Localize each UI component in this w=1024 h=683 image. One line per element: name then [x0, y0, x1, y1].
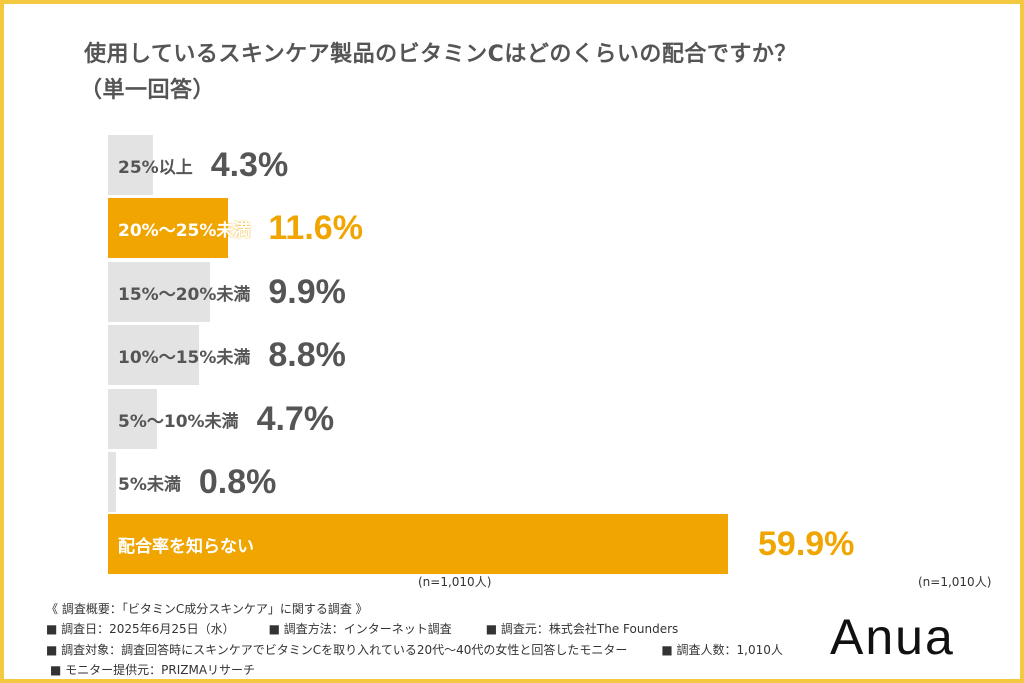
footer-line-2: ■ 調査日：2025年6月25日（水） ■ 調査方法：インターネット調査 ■ 調査元…: [46, 620, 712, 637]
bar: [108, 135, 153, 195]
bar: [108, 262, 211, 322]
category-label: 25%以上: [118, 157, 193, 178]
survey-method: ■ 調査方法：インターネット調査: [268, 622, 452, 636]
value-label: 11.6%: [268, 208, 363, 247]
bar-row: 5%～10%未満 4.7%: [108, 389, 334, 449]
footer-summary: 《 調査概要：「ビタミンC成分スキンケア」に関する調査 》: [46, 602, 368, 616]
survey-target: ■ 調査対象：調査回答時にスキンケアでビタミンCを取り入れている20代～40代の…: [46, 643, 628, 657]
bar-row: 15%～20%未満 9.9%: [108, 262, 346, 322]
bar-row: 10%～15%未満 8.8%: [108, 325, 346, 385]
value-label: 4.7%: [256, 399, 335, 438]
bar: [108, 514, 728, 574]
value-label: 59.9%: [758, 524, 855, 563]
bar: [108, 325, 200, 385]
bar-row: 配合率を知らない 59.9%: [108, 514, 854, 574]
survey-count: ■ 調査人数：1,010人: [661, 643, 783, 657]
chart-title: 使用しているスキンケア製品のビタミンCはどのくらいの配合ですか？: [84, 42, 797, 67]
value-label: 4.3%: [210, 145, 289, 184]
bar: [108, 198, 229, 258]
bar-row: 25%以上 4.3%: [108, 135, 288, 195]
category-label: 10%～15%未満: [118, 347, 251, 368]
n-label: (n=1,010人): [418, 575, 492, 589]
footer-line-3: ■ 調査対象：調査回答時にスキンケアでビタミンCを取り入れている20代～40代の…: [46, 641, 817, 658]
category-label: 5%～10%未満: [118, 411, 239, 432]
chart-subtitle: （単一回答）: [80, 78, 216, 103]
bar: [108, 389, 157, 449]
survey-date: ■ 調査日：2025年6月25日（水）: [46, 622, 235, 636]
bar: [108, 452, 117, 512]
category-label: 配合率を知らない: [118, 536, 254, 557]
category-label: 5%未満: [118, 474, 181, 495]
value-label: 9.9%: [268, 272, 346, 311]
bar-row: 20%～25%未満 11.6%: [108, 198, 363, 258]
anua-logo: Anua: [830, 609, 955, 665]
footer-provider: ■ モニター提供元：PRIZMAリサーチ: [50, 663, 256, 677]
bar-row: 5%未満 0.8%: [108, 452, 276, 512]
category-label: 20%～25%未満: [118, 220, 251, 241]
value-label: 8.8%: [268, 335, 346, 374]
survey-source: ■ 調査元：株式会社The Founders: [485, 622, 679, 636]
n-label: (n=1,010人): [918, 575, 992, 589]
category-label: 15%～20%未満: [118, 284, 251, 305]
value-label: 0.8%: [198, 462, 277, 501]
